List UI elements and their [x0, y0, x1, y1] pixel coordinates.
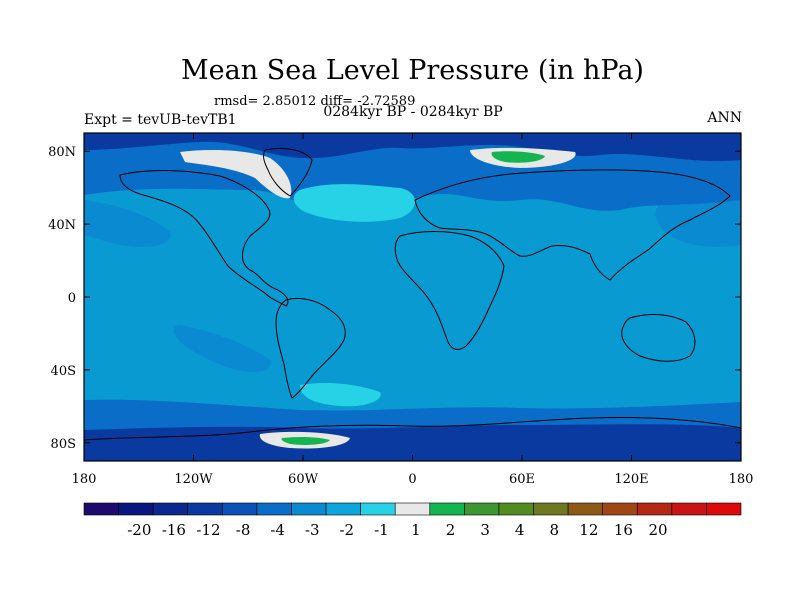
coastline-australia [621, 314, 696, 362]
colorbar: -20 -16 -12 -8 -4 -3 -2 -1 1 2 3 4 8 12 16 20 [83, 502, 742, 539]
field-patch-south-atlantic [300, 382, 381, 407]
season-label: ANN [707, 110, 742, 126]
colorbar-swatch [83, 502, 119, 516]
experiment-label: Expt = tevUB-tevTB1 [84, 112, 237, 128]
field-band-antarctic-dark [84, 424, 741, 461]
lon-tick-label: 180 [729, 472, 754, 487]
coastline-south-america [275, 297, 346, 399]
period-label: 0284kyr BP - 0284kyr BP [323, 104, 503, 120]
colorbar-label: -1 [374, 521, 389, 539]
lat-tick-label: 0 [68, 291, 76, 306]
colorbar-label: -8 [236, 521, 251, 539]
colorbar-swatch [360, 502, 396, 516]
map-panel [83, 132, 742, 462]
lon-tick-label: 0 [408, 472, 416, 487]
colorbar-swatch [187, 502, 223, 516]
colorbar-label: -12 [196, 521, 220, 539]
lon-tick-label: 180 [72, 472, 97, 487]
colorbar-label: -4 [270, 521, 285, 539]
colorbar-label: 12 [579, 521, 598, 539]
lon-tick-label: 60W [288, 472, 319, 487]
colorbar-label: 20 [648, 521, 667, 539]
colorbar-label: 8 [550, 521, 560, 539]
colorbar-swatch [222, 502, 258, 516]
colorbar-swatch [291, 502, 327, 516]
axis-ticks: 180 120W 60W 0 60E 120E 180 80N 40N 0 40S 80S [48, 133, 753, 487]
colorbar-label: 3 [480, 521, 490, 539]
colorbar-swatch [394, 502, 431, 516]
field-patch-north-atlantic [293, 184, 415, 222]
stats-text: rmsd= 2.85012 diff= -2.72589 [214, 94, 416, 109]
colorbar-label: 1 [411, 521, 421, 539]
colorbar-swatch [498, 502, 534, 516]
colorbar-label: -16 [162, 521, 186, 539]
lon-tick-label: 120E [614, 472, 648, 487]
field-patch-greenland [180, 150, 292, 199]
colorbar-swatch [464, 502, 500, 516]
field-patch-weddell-core [281, 436, 330, 445]
colorbar-swatch [671, 502, 707, 516]
lat-tick-label: 80S [51, 437, 76, 452]
coastline-greenland [263, 147, 313, 197]
colorbar-label: 16 [614, 521, 633, 539]
colorbar-swatch [533, 502, 569, 516]
coastlines [83, 147, 742, 441]
colorbar-swatch [706, 502, 742, 516]
colorbar-swatch [325, 502, 361, 516]
colorbar-swatch [602, 502, 638, 516]
coastline-africa [394, 231, 505, 350]
coastline-antarctica [83, 416, 742, 441]
coastline-north-america [119, 170, 289, 307]
chart-title: Mean Sea Level Pressure (in hPa) [181, 55, 644, 86]
lon-tick-label: 60E [509, 472, 535, 487]
colorbar-swatch [636, 502, 673, 516]
colorbar-swatch [118, 502, 154, 516]
colorbar-label: 4 [515, 521, 525, 539]
lat-tick-label: 80N [48, 145, 76, 160]
colorbar-swatch [429, 502, 465, 516]
colorbar-label: -2 [339, 521, 354, 539]
lat-tick-label: 40N [48, 218, 76, 233]
field-patch-pacific-east [655, 200, 741, 247]
lat-tick-label: 40S [51, 364, 76, 379]
field-shading [84, 133, 741, 461]
field-band-arctic-dark [84, 133, 741, 162]
lon-tick-label: 120W [174, 472, 213, 487]
colorbar-swatch [152, 502, 189, 516]
colorbar-label: -20 [127, 521, 151, 539]
colorbar-label: 2 [446, 521, 456, 539]
colorbar-swatch [256, 502, 292, 516]
field-patch-barents-core [491, 151, 545, 163]
coastline-eurasia [414, 169, 731, 281]
field-patch-southeast-pacific [173, 325, 271, 373]
colorbar-label: -3 [305, 521, 320, 539]
colorbar-swatch [567, 502, 603, 516]
field-patch-pacific [84, 200, 171, 247]
